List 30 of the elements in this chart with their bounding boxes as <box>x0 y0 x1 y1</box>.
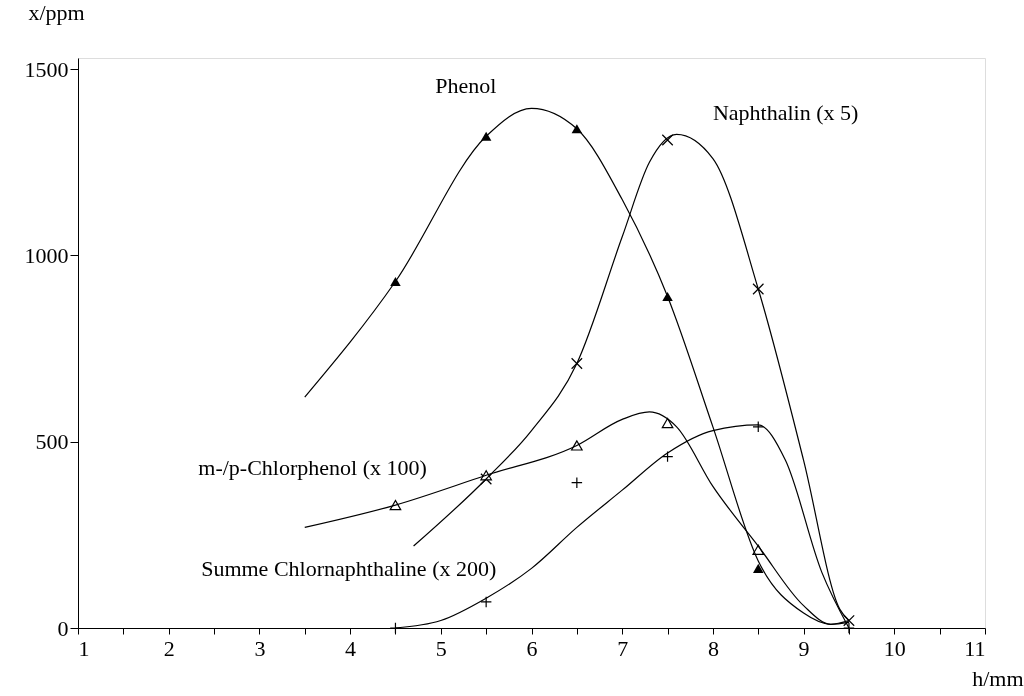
point <box>752 283 765 295</box>
point <box>843 614 855 627</box>
x-tick-label: 2 <box>163 635 175 661</box>
x-tick-label: 11 <box>964 635 986 661</box>
x-tick-label: 9 <box>798 635 810 661</box>
annotation: Naphthalin (x 5) <box>712 99 859 125</box>
annotation: m-/p-Chlorphenol (x 100) <box>198 455 427 481</box>
x-tick-label: 6 <box>526 635 538 661</box>
x-axis-title: h/mm <box>972 665 1024 691</box>
x-tick-label: 1 <box>78 635 90 661</box>
x-tick-label: 5 <box>435 635 447 661</box>
point <box>661 417 674 429</box>
y-tick-label: 1500 <box>24 56 69 82</box>
point <box>571 357 583 370</box>
annotation: Phenol <box>435 72 497 98</box>
point <box>571 476 583 489</box>
x-tick-label: 8 <box>707 635 719 661</box>
annotation: Summe Chlornaphthaline (x 200) <box>201 555 497 581</box>
y-tick-label: 500 <box>35 429 69 455</box>
x-tick-label: 7 <box>617 635 629 661</box>
x-tick-label: 4 <box>345 635 357 661</box>
point <box>480 596 492 608</box>
x-tick-label: 10 <box>883 635 906 661</box>
y-tick-label: 0 <box>57 615 69 641</box>
point <box>661 134 674 146</box>
x-tick-label: 3 <box>254 635 266 661</box>
point <box>753 563 764 573</box>
y-axis-title: x/ppm <box>28 0 85 25</box>
y-tick-label: 1000 <box>24 242 69 268</box>
point <box>661 450 674 463</box>
